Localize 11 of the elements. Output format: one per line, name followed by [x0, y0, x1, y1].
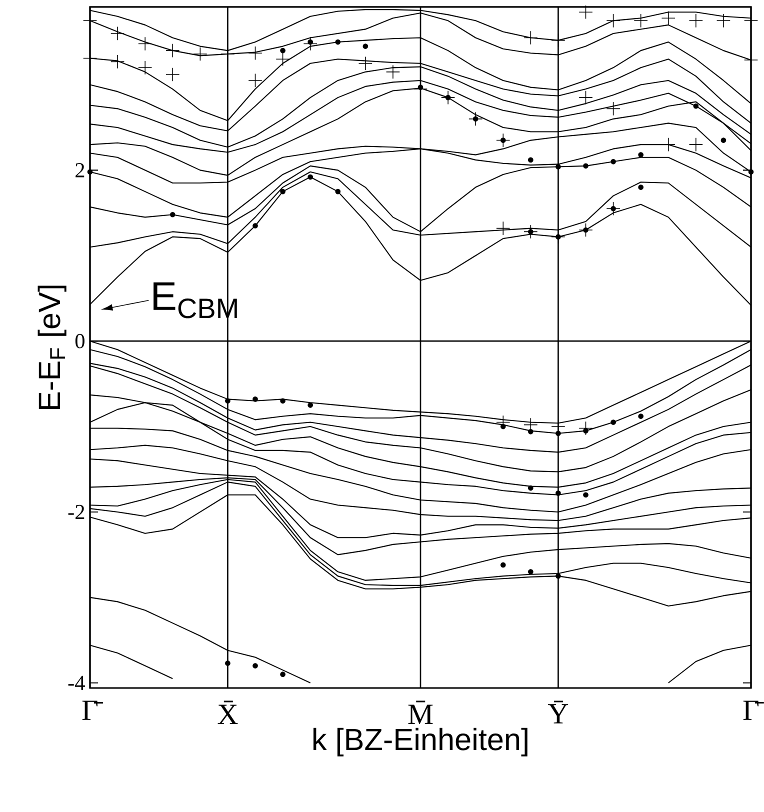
x-tick-label: Ȳ [548, 700, 568, 724]
y-tick-label: 0 [75, 334, 85, 348]
y-tick-label: 2 [76, 163, 84, 178]
y-tick-label: -4 [68, 676, 85, 690]
x-tick-label: M̄ [408, 700, 433, 724]
y-tick-label: -2 [68, 504, 84, 520]
y-axis-title: E-E$_{F}$ [eV] [38, 286, 66, 409]
x-tick-label: X̄ [218, 700, 238, 724]
x-tick-label: Γ̄ [82, 700, 104, 720]
x-axis-title: k [BZ-Einheiten] [314, 728, 528, 756]
x-tick-label: Γ̄ [743, 700, 764, 720]
